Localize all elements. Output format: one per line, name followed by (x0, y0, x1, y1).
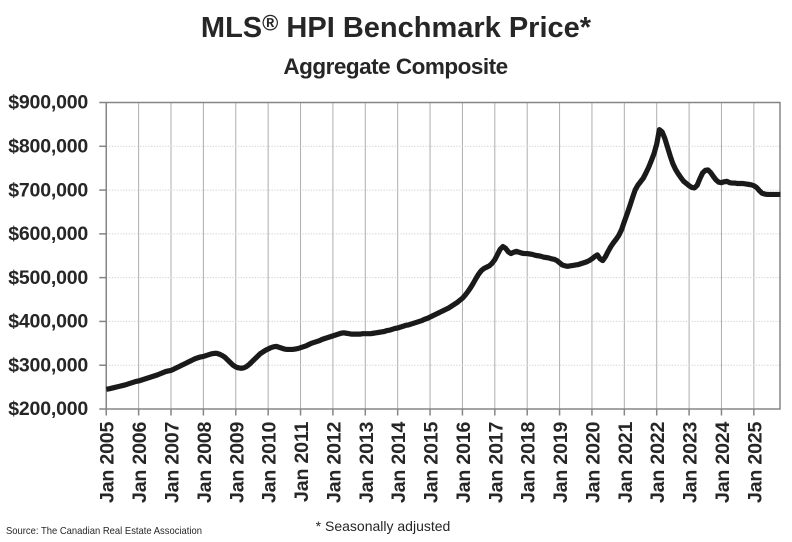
svg-text:Jan 2025: Jan 2025 (744, 422, 766, 503)
svg-text:Jan 2011: Jan 2011 (291, 422, 313, 502)
svg-text:$300,000: $300,000 (8, 354, 88, 376)
svg-text:Jan 2023: Jan 2023 (680, 422, 702, 503)
svg-text:Aggregate Composite: Aggregate Composite (283, 54, 507, 79)
svg-text:Jan 2021: Jan 2021 (615, 422, 637, 503)
svg-text:Jan 2007: Jan 2007 (162, 422, 184, 503)
svg-text:$500,000: $500,000 (8, 267, 88, 289)
svg-text:Jan 2020: Jan 2020 (582, 422, 604, 503)
svg-text:Jan 2016: Jan 2016 (453, 422, 475, 503)
svg-text:Jan 2009: Jan 2009 (226, 422, 248, 503)
svg-text:* Seasonally adjusted: * Seasonally adjusted (316, 518, 451, 534)
svg-text:Jan 2019: Jan 2019 (550, 422, 572, 503)
svg-text:Jan 2018: Jan 2018 (518, 422, 540, 503)
svg-text:Source: The Canadian Real Esta: Source: The Canadian Real Estate Associa… (6, 525, 202, 537)
svg-text:$600,000: $600,000 (8, 223, 88, 245)
svg-text:Jan 2022: Jan 2022 (647, 422, 669, 503)
svg-text:$700,000: $700,000 (8, 179, 88, 201)
svg-text:Jan 2015: Jan 2015 (421, 422, 443, 503)
svg-text:$800,000: $800,000 (8, 135, 88, 157)
svg-text:Jan 2010: Jan 2010 (259, 422, 281, 503)
svg-text:Jan 2006: Jan 2006 (129, 422, 151, 503)
svg-text:MLS® HPI Benchmark Price*: MLS® HPI Benchmark Price* (201, 11, 592, 45)
svg-text:Jan 2013: Jan 2013 (356, 422, 378, 503)
svg-text:$200,000: $200,000 (8, 398, 88, 420)
svg-text:$400,000: $400,000 (8, 311, 88, 333)
svg-text:Jan 2005: Jan 2005 (97, 422, 119, 503)
svg-text:$900,000: $900,000 (8, 92, 88, 114)
svg-text:Jan 2008: Jan 2008 (194, 422, 216, 503)
svg-text:Jan 2024: Jan 2024 (712, 422, 734, 503)
svg-text:Jan 2017: Jan 2017 (485, 422, 507, 503)
svg-text:Jan 2014: Jan 2014 (388, 422, 410, 503)
svg-text:Jan 2012: Jan 2012 (323, 422, 345, 503)
